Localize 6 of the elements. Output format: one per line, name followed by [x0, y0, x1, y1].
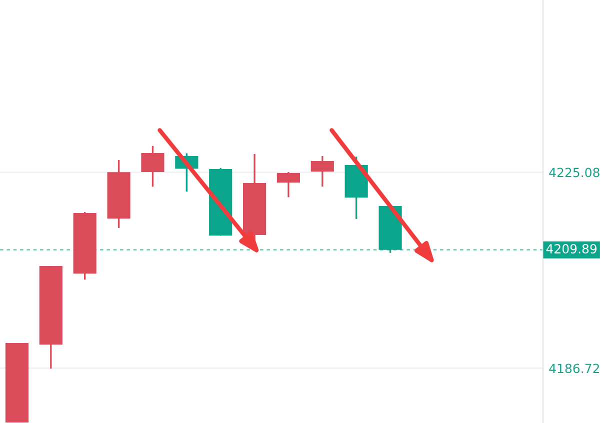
candlestick	[276, 171, 300, 198]
candlestick	[141, 145, 164, 188]
y-tick-label: 4186.72	[549, 364, 599, 374]
candlestick	[310, 155, 334, 188]
ref-line-label: 4209.89	[546, 244, 597, 254]
y-tick-label: 4225.08	[549, 168, 600, 178]
